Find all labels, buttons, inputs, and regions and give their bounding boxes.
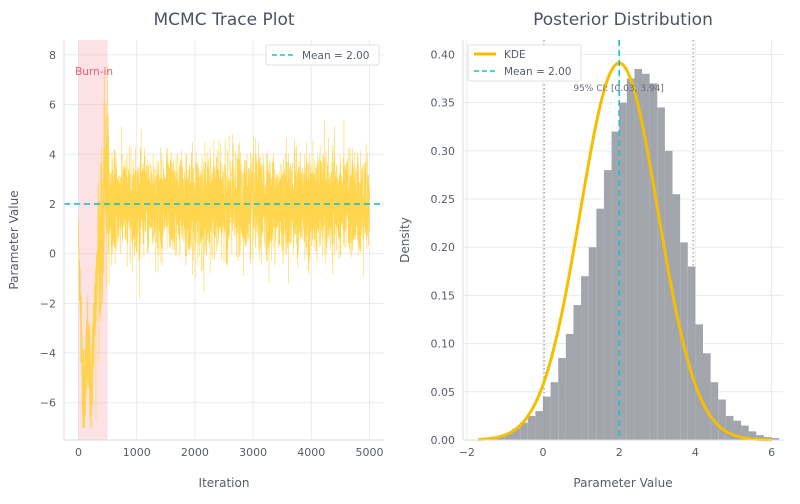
histogram-bar-34 (748, 431, 757, 440)
posterior-ytick-label-4: 0.20 (431, 241, 456, 254)
trace-legend-mean-label: Mean = 2.00 (302, 50, 369, 62)
posterior-ytick-label-3: 0.15 (431, 289, 456, 302)
histogram-bar-6 (535, 411, 543, 440)
histogram-bar-19 (634, 68, 643, 441)
trace-ytick-label-7: 8 (49, 49, 56, 62)
trace-xtick-label-3: 3000 (239, 446, 267, 459)
histogram-bar-37 (771, 438, 780, 440)
trace-ytick-label-1: −4 (40, 347, 56, 360)
posterior-x-ticks: −2 0 2 4 6 (459, 446, 775, 459)
trace-xtick-label-4: 4000 (297, 446, 325, 459)
posterior-legend-mean-label: Mean = 2.00 (504, 66, 571, 78)
posterior-title: Posterior Distribution (533, 10, 713, 30)
histogram-bar-5 (527, 415, 536, 440)
kde-curve (478, 61, 772, 442)
trace-ytick-label-5: 4 (49, 148, 56, 161)
trace-panel: MCMC Trace Plot Burn-in 0 1000 2000 3000 400… (7, 10, 384, 490)
histogram-bars (489, 68, 780, 441)
histogram-bar-15 (603, 170, 612, 440)
histogram-bar-22 (657, 107, 665, 440)
histogram-bar-31 (725, 415, 734, 440)
histogram-bar-3 (512, 428, 521, 440)
posterior-xtick-label-1: 0 (540, 446, 547, 459)
histogram-bar-16 (611, 131, 620, 440)
posterior-xtick-label-4: 6 (768, 446, 775, 459)
burn-in-label: Burn-in (75, 66, 113, 78)
trace-xtick-label-2: 2000 (181, 446, 209, 459)
histogram-bar-33 (741, 425, 749, 440)
trace-xtick-label-5: 5000 (355, 446, 383, 459)
posterior-ytick-label-7: 0.35 (431, 97, 456, 110)
histogram-bar-23 (664, 150, 673, 440)
histogram-bar-2 (504, 433, 513, 440)
trace-ylabel: Parameter Value (7, 190, 21, 289)
posterior-legend: KDE Mean = 2.00 (467, 44, 582, 82)
trace-xtick-label-1: 1000 (123, 446, 151, 459)
histogram-bar-27 (695, 324, 703, 440)
posterior-ytick-label-5: 0.25 (431, 193, 456, 206)
posterior-xtick-label-0: −2 (459, 446, 475, 459)
trace-x-ticks: 0 1000 2000 3000 4000 5000 (75, 446, 383, 459)
posterior-y-ticks: 0.00 0.05 0.10 0.15 0.20 0.25 0.30 0.35 0.40 (431, 48, 456, 447)
trace-ytick-label-3: 0 (49, 248, 56, 261)
histogram-bar-7 (543, 396, 551, 440)
trace-xlabel: Iteration (199, 476, 250, 490)
histogram-bar-29 (710, 382, 719, 440)
posterior-ytick-label-8: 0.40 (431, 48, 456, 61)
posterior-xtick-label-2: 2 (616, 446, 623, 459)
histogram-bar-18 (626, 78, 635, 441)
posterior-ytick-label-6: 0.30 (431, 145, 456, 158)
posterior-panel: Posterior Distribution 95% CI: [0.03, 3.… (398, 10, 783, 490)
trace-ytick-label-0: −6 (40, 397, 56, 410)
trace-series (78, 64, 370, 428)
trace-ytick-label-2: −2 (40, 297, 56, 310)
ci-label: 95% CI: [0.03, 3.94] (573, 84, 664, 94)
histogram-bar-9 (558, 358, 566, 440)
posterior-ylabel: Density (398, 217, 412, 263)
posterior-legend-box (467, 44, 582, 82)
histogram-bar-13 (588, 247, 597, 440)
posterior-xlabel: Parameter Value (573, 476, 672, 490)
histogram-bar-28 (703, 353, 711, 440)
trace-legend: Mean = 2.00 (265, 44, 380, 66)
histogram-bar-11 (573, 305, 582, 440)
histogram-bar-32 (733, 420, 742, 440)
histogram-bar-35 (756, 435, 764, 440)
histogram-bar-1 (497, 437, 505, 440)
posterior-ytick-label-1: 0.05 (431, 386, 456, 399)
histogram-bar-14 (596, 208, 604, 440)
posterior-ytick-label-0: 0.00 (431, 434, 456, 447)
trace-y-ticks: −6 −4 −2 0 2 4 6 8 (40, 49, 56, 410)
histogram-bar-8 (550, 382, 559, 440)
histogram-bar-26 (687, 266, 696, 440)
histogram-bar-12 (581, 276, 589, 440)
trace-ytick-label-6: 6 (49, 99, 56, 112)
trace-series-line (78, 64, 370, 428)
posterior-ytick-label-2: 0.10 (431, 338, 456, 351)
histogram-bar-20 (642, 73, 650, 441)
posterior-xtick-label-3: 4 (692, 446, 699, 459)
histogram-bar-17 (619, 102, 627, 440)
histogram-bar-30 (718, 399, 726, 440)
trace-ytick-label-4: 2 (49, 198, 56, 211)
histogram-bar-10 (565, 333, 574, 440)
histogram-bar-4 (520, 422, 528, 440)
trace-legend-box (265, 44, 380, 66)
posterior-legend-kde-label: KDE (504, 49, 526, 61)
trace-xtick-label-0: 0 (75, 446, 82, 459)
histogram-bar-21 (649, 83, 658, 440)
trace-title: MCMC Trace Plot (153, 10, 294, 30)
